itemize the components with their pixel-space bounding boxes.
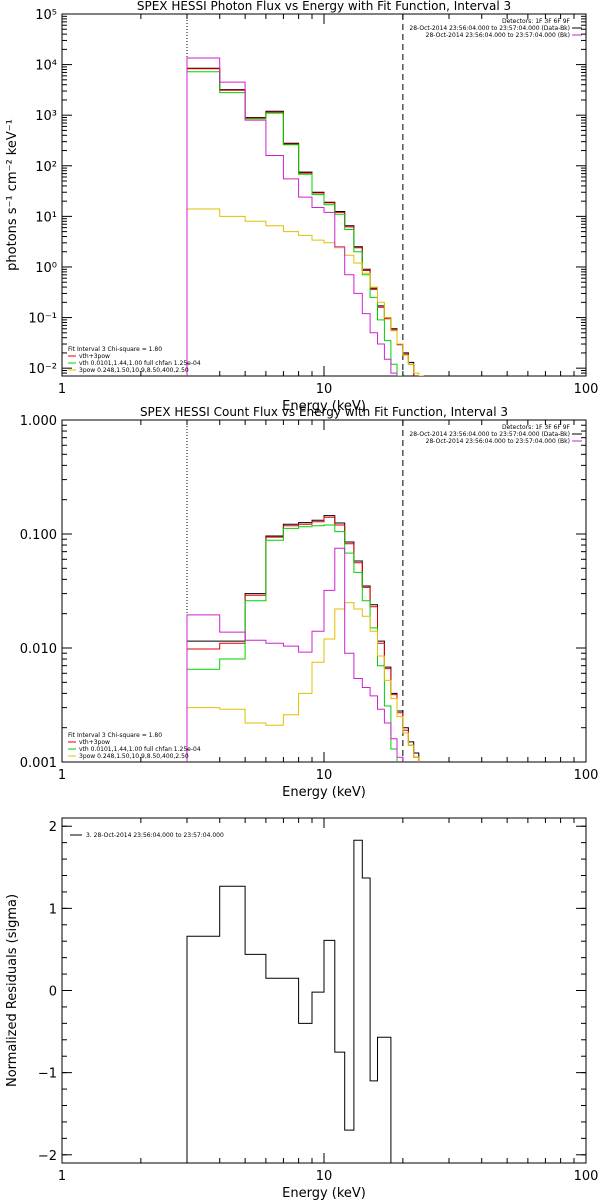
y-tick-label: 1.000 bbox=[20, 414, 57, 429]
legend-entry: Detectors: 1F 3F 6F 9F bbox=[502, 18, 571, 25]
series-line-3 bbox=[186, 524, 398, 762]
series-line-4 bbox=[186, 602, 420, 762]
x-tick-label: 100 bbox=[574, 768, 599, 783]
y-tick-label: 10⁰ bbox=[35, 261, 57, 276]
x-tick-label: 10 bbox=[316, 382, 333, 397]
legend-entry: 28-Oct-2014 23:56:04.000 to 23:57:04.000… bbox=[426, 438, 570, 445]
legend-entry: 28-Oct-2014 23:56:04.000 to 23:57:04.000… bbox=[409, 431, 570, 438]
series-line-1 bbox=[186, 839, 392, 1163]
x-axis-label: Energy (keV) bbox=[282, 399, 366, 414]
legend-entry: Detectors: 1F 3F 6F 9F bbox=[502, 424, 571, 431]
x-tick-label: 10 bbox=[316, 768, 333, 783]
legend-entry: vth 0.0101,1.44,1.00 full chfan 1.25e-04 bbox=[79, 746, 201, 753]
series-line-5 bbox=[186, 57, 398, 376]
legend-entry: 3pow 0.248,1.50,10.9,8.50,400,2.50 bbox=[79, 367, 189, 374]
y-tick-label: 10¹ bbox=[35, 210, 57, 225]
chart-title: SPEX HESSI Photon Flux vs Energy with Fi… bbox=[137, 0, 511, 13]
legend-entry: 3. 28-Oct-2014 23:56:04.000 to 23:57:04.… bbox=[86, 832, 224, 839]
legend-entry: Fit Interval 3 Chi-square = 1.80 bbox=[68, 346, 162, 353]
series-line-5 bbox=[186, 547, 404, 762]
legend-entry: 3pow 0.248,1.50,10.9,8.50,400,2.50 bbox=[79, 753, 189, 760]
y-tick-label: 10⁴ bbox=[35, 59, 57, 74]
y-tick-label: 10⁵ bbox=[35, 8, 57, 23]
x-tick-label: 1 bbox=[58, 768, 66, 783]
series-line-4 bbox=[186, 208, 424, 376]
y-tick-label: 0.001 bbox=[20, 756, 57, 771]
y-tick-label: 10⁻¹ bbox=[28, 312, 57, 327]
y-tick-label: 0 bbox=[49, 985, 57, 1000]
x-tick-label: 1 bbox=[58, 382, 66, 397]
series-group bbox=[186, 57, 424, 376]
legend-entry: 28-Oct-2014 23:56:04.000 to 23:57:04.000… bbox=[409, 25, 570, 32]
y-tick-label: 10⁻² bbox=[28, 362, 57, 377]
chart-panel-2: SPEX HESSI Count Flux vs Energy with Fit… bbox=[20, 405, 599, 800]
legend-entry: vth+3pow bbox=[79, 739, 110, 746]
x-tick-label: 10 bbox=[316, 1169, 333, 1184]
chart-title: SPEX HESSI Count Flux vs Energy with Fit… bbox=[140, 405, 508, 419]
legend-entry: vth+3pow bbox=[79, 353, 110, 360]
y-tick-label: −2 bbox=[38, 1149, 57, 1164]
chart-panel-1: SPEX HESSI Photon Flux vs Energy with Fi… bbox=[5, 0, 598, 414]
y-tick-label: 10³ bbox=[35, 109, 57, 124]
legend-entry: Fit Interval 3 Chi-square = 1.80 bbox=[68, 732, 162, 739]
y-axis-label: Normalized Residuals (sigma) bbox=[5, 894, 20, 1087]
y-tick-label: 1 bbox=[49, 902, 57, 917]
x-axis-label: Energy (keV) bbox=[282, 1186, 366, 1200]
x-tick-label: 100 bbox=[574, 1169, 599, 1184]
y-tick-label: 10² bbox=[35, 160, 57, 175]
chart-panel-3: Energy (keV) Normalized Residuals (sigma)… bbox=[5, 817, 599, 1200]
y-tick-label: 2 bbox=[49, 820, 57, 835]
series-group bbox=[186, 839, 392, 1163]
series-group bbox=[186, 515, 420, 762]
y-tick-label: −1 bbox=[38, 1067, 57, 1082]
legend-entry: vth 0.0101,1.44,1.00 full chfan 1.25e-04 bbox=[79, 360, 201, 367]
x-tick-label: 1 bbox=[58, 1169, 66, 1184]
y-tick-label: 0.010 bbox=[20, 642, 57, 657]
legend-entry: 28-Oct-2014 23:56:04.000 to 23:57:04.000… bbox=[426, 32, 570, 39]
x-tick-label: 100 bbox=[574, 382, 599, 397]
y-axis-label: photons s⁻¹ cm⁻² keV⁻¹ bbox=[5, 119, 20, 271]
x-axis-label: Energy (keV) bbox=[282, 785, 366, 800]
y-tick-label: 0.100 bbox=[20, 528, 57, 543]
